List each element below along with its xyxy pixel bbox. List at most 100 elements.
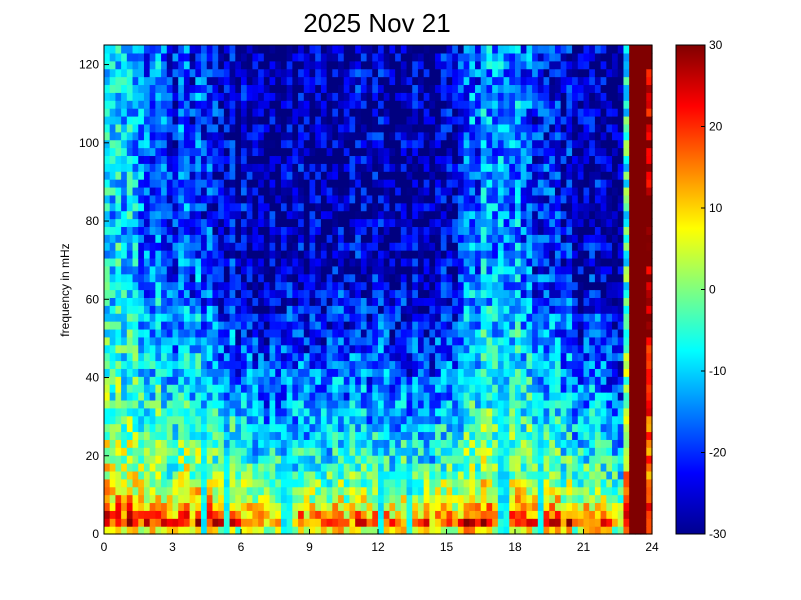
heatmap-cell <box>554 60 562 70</box>
heatmap-cell <box>155 494 162 504</box>
heatmap-cell <box>286 123 293 133</box>
heatmap-cell <box>309 202 316 212</box>
heatmap-cell <box>309 439 316 448</box>
heatmap-cell <box>554 502 562 511</box>
heatmap-cell <box>109 360 117 369</box>
heatmap-cell <box>263 139 271 149</box>
heatmap-cell <box>378 510 385 519</box>
heatmap-cell <box>195 186 202 196</box>
heatmap-cell <box>309 226 316 235</box>
heatmap-cell <box>343 360 351 369</box>
heatmap-cell <box>252 257 259 267</box>
heatmap-cell <box>115 76 122 86</box>
heatmap-cell <box>435 92 442 101</box>
heatmap-cell <box>201 502 208 511</box>
heatmap-cell <box>492 273 499 283</box>
heatmap-cell <box>457 250 465 259</box>
heatmap-cell <box>252 218 259 228</box>
heatmap-cell <box>178 392 185 401</box>
heatmap-cell <box>166 526 174 535</box>
heatmap-cell <box>326 250 333 259</box>
heatmap-cell <box>218 218 225 228</box>
heatmap-cell <box>389 265 396 275</box>
heatmap-cell <box>275 336 282 346</box>
heatmap-cell <box>503 265 510 275</box>
heatmap-cell <box>189 297 196 306</box>
heatmap-cell <box>360 376 368 385</box>
heatmap-cell <box>201 368 208 377</box>
heatmap-cell <box>132 344 139 354</box>
heatmap-cell <box>343 439 351 448</box>
heatmap-cell <box>218 313 225 322</box>
heatmap-cell <box>166 45 174 54</box>
heatmap-cell <box>326 336 333 346</box>
heatmap-cell <box>423 84 430 93</box>
heatmap-cell <box>554 139 562 149</box>
heatmap-cell <box>532 486 539 496</box>
heatmap-cell <box>183 171 191 180</box>
heatmap-cell <box>349 352 356 362</box>
heatmap-cell <box>218 486 225 496</box>
heatmap-cell <box>241 139 248 149</box>
heatmap-cell <box>389 250 396 259</box>
heatmap-cell <box>469 321 476 330</box>
heatmap-cell <box>315 226 322 235</box>
heatmap-cell <box>138 399 145 409</box>
heatmap-cell <box>349 463 356 472</box>
heatmap-cell <box>338 336 345 346</box>
heatmap-cell <box>395 171 402 180</box>
heatmap-cell <box>360 265 368 275</box>
heatmap-cell <box>475 289 482 298</box>
heatmap-cell <box>446 60 453 70</box>
heatmap-cell <box>212 115 219 125</box>
heatmap-cell <box>309 336 316 346</box>
heatmap-cell <box>515 407 522 417</box>
heatmap-cell <box>132 265 139 275</box>
heatmap-cell <box>252 486 259 496</box>
heatmap-cell <box>543 463 550 472</box>
heatmap-cell <box>218 131 225 141</box>
heatmap-cell <box>452 108 459 117</box>
heatmap-cell <box>212 234 219 243</box>
heatmap-cell <box>526 131 533 141</box>
heatmap-cell <box>206 218 214 228</box>
heatmap-cell <box>343 328 351 338</box>
heatmap-cell <box>263 510 271 519</box>
heatmap-cell <box>509 510 516 519</box>
heatmap-cell <box>497 76 505 86</box>
heatmap-cell <box>280 155 288 164</box>
heatmap-cell <box>309 45 316 54</box>
heatmap-cell <box>223 336 231 346</box>
heatmap-cell <box>360 250 368 259</box>
heatmap-cell <box>298 131 305 141</box>
heatmap-cell <box>560 478 567 488</box>
heatmap-cell <box>126 447 134 456</box>
heatmap-cell <box>189 68 196 78</box>
heatmap-cell <box>138 163 145 172</box>
heatmap-cell <box>218 352 225 362</box>
heatmap-cell <box>457 486 465 496</box>
heatmap-cell <box>309 273 316 283</box>
heatmap-cell <box>326 108 333 117</box>
heatmap-cell <box>235 131 242 141</box>
heatmap-cell <box>235 52 242 62</box>
heatmap-cell <box>446 321 453 330</box>
heatmap-cell <box>218 289 225 298</box>
heatmap-cell <box>246 344 254 354</box>
heatmap-cell <box>497 84 505 93</box>
heatmap-cell <box>172 45 179 54</box>
heatmap-cell <box>149 336 156 346</box>
heatmap-cell <box>475 60 482 70</box>
heatmap-cell <box>229 234 236 243</box>
heatmap-cell <box>166 100 174 109</box>
heatmap-cell <box>486 163 493 172</box>
heatmap-cell <box>183 526 191 535</box>
heatmap-cell <box>400 155 408 164</box>
heatmap-cell <box>309 321 316 330</box>
heatmap-cell <box>235 92 242 101</box>
heatmap-cell <box>258 502 265 511</box>
heatmap-cell <box>412 60 419 70</box>
heatmap-cell <box>332 518 339 527</box>
heatmap-cell <box>400 376 408 385</box>
heatmap-cell <box>355 265 362 275</box>
